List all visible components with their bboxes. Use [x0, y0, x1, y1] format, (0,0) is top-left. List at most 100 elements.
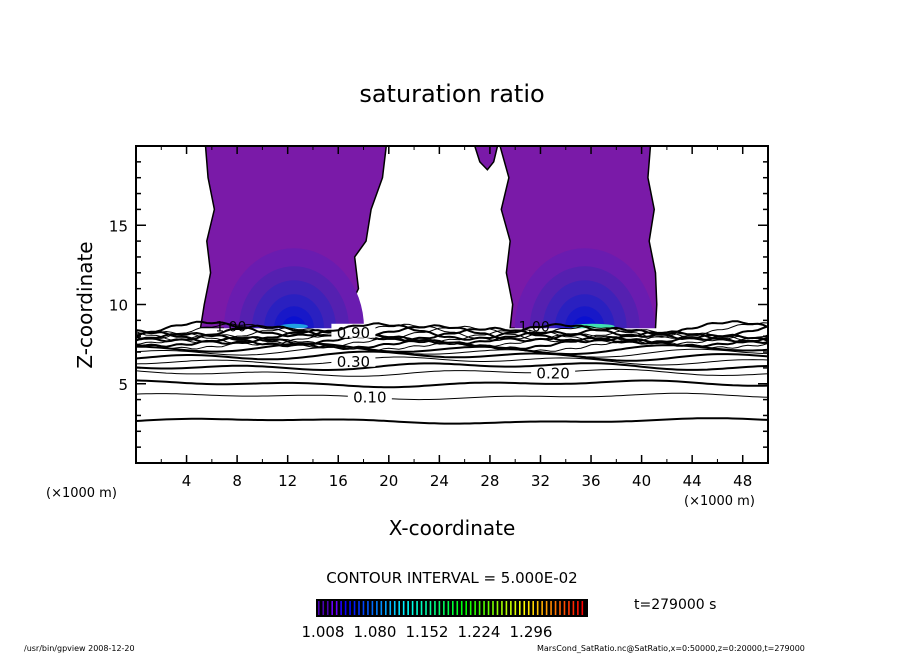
colorbar-swatch [456, 601, 459, 615]
colorbar-swatch [492, 601, 494, 615]
colorbar-swatch [380, 601, 383, 615]
y-tick-label: 10 [109, 297, 128, 315]
contour-line [136, 330, 768, 348]
colorbar-swatch [447, 601, 450, 615]
colorbar-swatch [465, 601, 467, 615]
colorbar-swatch [496, 601, 499, 615]
colorbar-tick-label: 1.008 [302, 623, 345, 641]
colorbar-swatch [460, 601, 463, 615]
colorbar-swatch [340, 601, 342, 615]
colorbar-swatch [478, 601, 481, 615]
x-tick-label: 20 [379, 472, 398, 490]
colorbar-tick-label: 1.080 [354, 623, 397, 641]
contour-line [136, 346, 768, 358]
colorbar-swatch [563, 601, 566, 615]
colorbar-swatch [519, 601, 521, 615]
x-axis-label: X-coordinate [389, 516, 516, 540]
contour-label: 0.20 [536, 365, 569, 383]
colorbar-swatch [429, 601, 432, 615]
colorbar-swatch [572, 601, 575, 615]
colorbar-swatch [523, 601, 526, 615]
colorbar-swatch [335, 601, 338, 615]
contour-label: 1.00 [519, 319, 550, 335]
contour-label-bg [331, 352, 376, 367]
x-tick-label: 48 [733, 472, 752, 490]
colorbar-swatch [581, 601, 584, 615]
contour-line [136, 379, 768, 389]
colorbar-swatch [532, 601, 534, 615]
colorbar-swatch [318, 601, 320, 615]
contour-label-bg [347, 388, 392, 403]
colorbar-tick-label: 1.152 [406, 623, 449, 641]
colorbar-swatch [416, 601, 418, 615]
colorbar-swatch [407, 601, 409, 615]
colorbar-swatch [420, 601, 423, 615]
colorbar-swatch [474, 601, 476, 615]
x-tick-label: 40 [632, 472, 651, 490]
x-tick-label: 24 [430, 472, 449, 490]
colorbar-swatch [541, 601, 543, 615]
colorbar-swatch [577, 601, 579, 615]
x-tick-label: 28 [480, 472, 499, 490]
x-tick-label: 12 [278, 472, 297, 490]
colorbar-swatch [483, 601, 485, 615]
colorbar-swatch [443, 601, 445, 615]
contour-label-bg [331, 323, 376, 338]
colorbar-swatch [344, 601, 347, 615]
contour-line [136, 356, 768, 366]
x-tick-label: 32 [531, 472, 550, 490]
colorbar-swatch [411, 601, 414, 615]
colorbar-swatch [326, 601, 329, 615]
colorbar: 1.008 1.080 1.152 1.224 1.296 [302, 599, 588, 641]
colorbar-swatch [559, 601, 561, 615]
colorbar-swatch [487, 601, 490, 615]
x-tick-label: 16 [329, 472, 348, 490]
contour-label: 1.00 [215, 319, 246, 335]
footer-left: /usr/bin/gpview 2008-12-20 [24, 644, 135, 653]
contour-line [136, 392, 768, 401]
colorbar-swatch [389, 601, 392, 615]
supersaturated-region [473, 146, 499, 171]
colorbar-swatch [510, 601, 512, 615]
contour-line [136, 362, 768, 371]
colorbar-swatch [367, 601, 369, 615]
contour-line [136, 368, 768, 377]
x-tick-label: 8 [232, 472, 242, 490]
time-label: t=279000 s [634, 597, 716, 613]
x-unit-left: (×1000 m) [46, 486, 117, 501]
colorbar-swatch [501, 601, 503, 615]
colorbar-swatch [353, 601, 356, 615]
colorbar-swatch [358, 601, 360, 615]
x-tick-label: 44 [683, 472, 702, 490]
colorbar-swatch [505, 601, 508, 615]
colorbar-swatch [545, 601, 548, 615]
colorbar-swatch [434, 601, 436, 615]
colorbar-swatch [322, 601, 325, 615]
colorbar-tick-label: 1.224 [458, 623, 501, 641]
colorbar-tick-label: 1.296 [510, 623, 553, 641]
colorbar-swatch [362, 601, 365, 615]
y-tick-label: 5 [118, 376, 128, 394]
colorbar-swatch [393, 601, 396, 615]
colorbar-swatch [331, 601, 333, 615]
contour-line [136, 322, 768, 342]
colorbar-swatch [550, 601, 552, 615]
colorbar-swatch [469, 601, 472, 615]
contour-label: 0.10 [353, 388, 386, 406]
x-tick-label: 4 [182, 472, 192, 490]
plot-area: 0.100.200.300.901.00 1.00 [136, 146, 768, 463]
y-tick-label: 15 [109, 217, 128, 235]
colorbar-swatch [536, 601, 539, 615]
contour-label-bg [531, 364, 576, 379]
contour-line [136, 320, 768, 341]
contour-line [136, 342, 768, 356]
contour-label: 0.30 [337, 353, 370, 371]
contour-line [136, 417, 768, 425]
colorbar-swatch [514, 601, 517, 615]
contour-interval: CONTOUR INTERVAL = 5.000E-02 [326, 569, 577, 587]
colorbar-swatch [425, 601, 427, 615]
chart-title: saturation ratio [359, 80, 544, 108]
colorbar-swatch [554, 601, 557, 615]
